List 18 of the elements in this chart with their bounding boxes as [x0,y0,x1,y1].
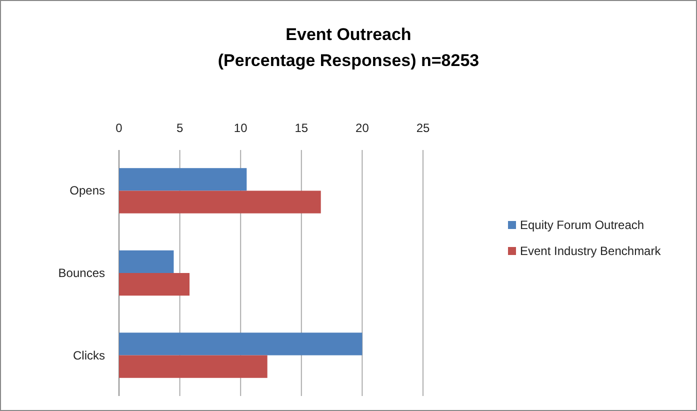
x-tick-label: 5 [176,121,184,135]
x-tick-label: 20 [356,121,370,135]
bar [119,273,190,296]
bar [119,332,362,356]
y-tick-label: Opens [70,184,105,198]
chart-title: Event Outreach (Percentage Responses) n=8253 [218,25,480,70]
bar [119,190,321,214]
bar [119,250,174,273]
y-tick-label: Clicks [73,348,105,362]
legend-label: Event Industry Benchmark [520,244,662,258]
bar [119,355,268,378]
x-tick-label: 0 [116,121,123,135]
x-tick-label: 10 [234,121,248,135]
bar [119,168,247,191]
legend-label: Equity Forum Outreach [520,218,644,232]
x-tick-label: 25 [416,121,430,135]
x-tick-label: 15 [294,121,308,135]
y-tick-label: Bounces [58,266,105,280]
